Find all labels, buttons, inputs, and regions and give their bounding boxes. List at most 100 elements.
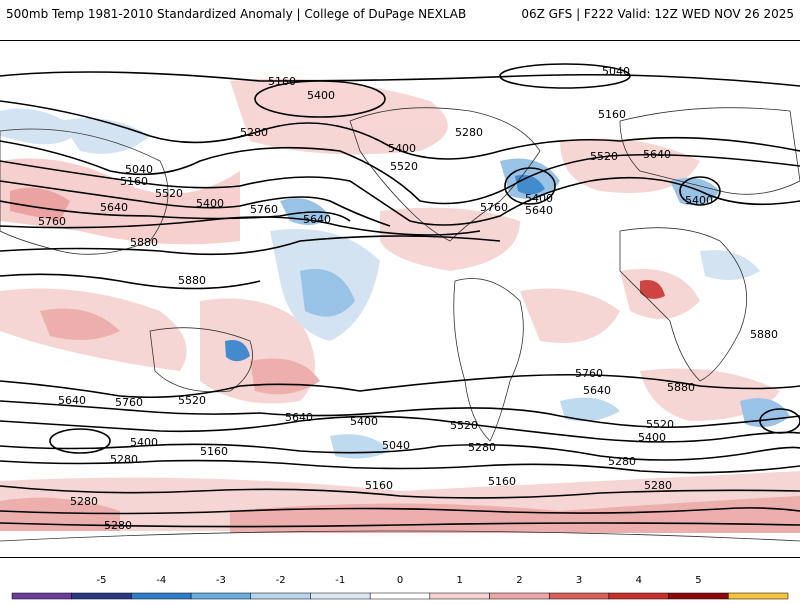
contour-label: 5280 (70, 495, 98, 508)
colorbar-swatch (71, 592, 132, 600)
contour-label: 5280 (240, 126, 268, 139)
anomaly-shading (0, 78, 800, 533)
colorbar-swatch (429, 592, 490, 600)
colorbar-tick-label: 4 (635, 575, 642, 586)
contour-line (0, 200, 351, 222)
contour-label: 5640 (100, 201, 128, 214)
cold-anomaly-area (60, 118, 150, 154)
contour-line (0, 443, 800, 461)
contour-line (0, 415, 800, 443)
contour-closed-low (679, 176, 721, 206)
contour-label: 5760 (115, 396, 143, 409)
cold-anomaly-area (300, 269, 355, 317)
contour-line (0, 140, 800, 205)
contour-label: 5160 (598, 108, 626, 121)
contour-label: 5400 (130, 436, 158, 449)
colorbar-swatch (548, 592, 610, 600)
colorbar-tick-label: -2 (275, 575, 286, 586)
contour-label: 5160 (488, 475, 516, 488)
contour-label: 5640 (285, 411, 313, 424)
anomaly-map[interactable]: 5160 5400 5280 5040 5160 5520 5400 5640 … (0, 40, 800, 558)
contour-line (0, 507, 800, 515)
contour-label: 5520 (178, 394, 206, 407)
contour-label: 5880 (750, 328, 778, 341)
contour-label: 5160 (200, 445, 228, 458)
colorbar-swatch (668, 592, 729, 600)
map-canvas: 5160 5400 5280 5040 5160 5520 5400 5640 … (0, 41, 800, 557)
warm-anomaly-area (560, 138, 700, 193)
contour-label: 5760 (480, 201, 508, 214)
contour-line (0, 235, 501, 256)
colorbar-swatch (250, 592, 311, 600)
colorbar: -5 -4 -3 -2 -1 0 1 2 3 4 5 (0, 572, 800, 600)
contour-line (0, 400, 800, 429)
contour-label: 5400 (307, 89, 335, 102)
colorbar-tick-label: -1 (335, 575, 346, 586)
contour-line (0, 100, 800, 160)
warm-anomaly-area (380, 207, 520, 271)
colorbar-tick-label: 2 (516, 575, 523, 586)
contour-label: 5880 (130, 236, 158, 249)
contour-line (0, 485, 800, 499)
contour-label: 5520 (155, 187, 183, 200)
antarctica-outline (0, 530, 800, 542)
colorbar-swatch (131, 592, 192, 600)
colorbar-swatch (11, 592, 72, 600)
contour-line (0, 459, 800, 474)
africa-outline (619, 227, 748, 382)
contour-label: 5400 (638, 431, 666, 444)
contour-label: 5760 (38, 215, 66, 228)
north-america-outline (349, 107, 541, 242)
cold-anomaly-area (225, 340, 250, 362)
colorbar-tick-label: -4 (156, 575, 167, 586)
contour-label: 5160 (365, 479, 393, 492)
warm-anomaly-area (0, 497, 120, 531)
contour-label: 5400 (388, 142, 416, 155)
asia-outline (0, 128, 169, 255)
contour-label: 5160 (268, 75, 296, 88)
cold-anomaly-area (560, 397, 620, 422)
contour-label: 5520 (590, 150, 618, 163)
contour-label: 5400 (350, 415, 378, 428)
contour-label: 5880 (667, 381, 695, 394)
colorbar-tick-label: 1 (456, 575, 463, 586)
cold-anomaly-area (700, 250, 760, 280)
contour-label: 5280 (608, 455, 636, 468)
south-america-outline (453, 278, 524, 442)
contour-label: 5520 (390, 160, 418, 173)
contour-label: 5280 (644, 479, 672, 492)
contour-label: 5880 (178, 274, 206, 287)
header: 500mb Temp 1981-2010 Standardized Anomal… (0, 0, 800, 30)
contour-label: 5640 (58, 394, 86, 407)
contour-label: 5640 (643, 148, 671, 161)
warm-anomaly-area (10, 187, 70, 221)
contour-label: 5760 (575, 367, 603, 380)
height-contours (0, 63, 800, 528)
contour-label: 5400 (196, 197, 224, 210)
colorbar-swatch (489, 592, 550, 600)
colorbar-swatch (608, 592, 669, 600)
colorbar-tick-label: 5 (695, 575, 702, 586)
contour-line (0, 180, 391, 227)
colorbar-swatch (190, 592, 252, 600)
contour-label: 5640 (525, 204, 553, 217)
colorbar-tick-label: 3 (575, 575, 583, 586)
contour-closed-low (49, 428, 111, 454)
colorbar-tick-label: -3 (215, 575, 226, 586)
warm-anomaly-area (640, 280, 665, 299)
contour-line (0, 373, 800, 399)
contour-label: 5280 (104, 519, 132, 532)
contour-line (0, 522, 800, 528)
contour-label: 5400 (685, 194, 713, 207)
colorbar-swatches (11, 592, 789, 600)
colorbar-graphic (11, 592, 789, 600)
map-title: 500mb Temp 1981-2010 Standardized Anomal… (6, 7, 467, 21)
colorbar-swatch (310, 592, 371, 600)
contour-label: 5400 (525, 192, 553, 205)
contour-label: 5040 (382, 439, 410, 452)
colorbar-swatch (369, 592, 431, 600)
colorbar-tick-label: 0 (396, 575, 404, 586)
contour-label: 5280 (468, 441, 496, 454)
contour-closed-low (254, 80, 386, 118)
model-run-info: 06Z GFS | F222 Valid: 12Z WED NOV 26 202… (521, 7, 794, 21)
